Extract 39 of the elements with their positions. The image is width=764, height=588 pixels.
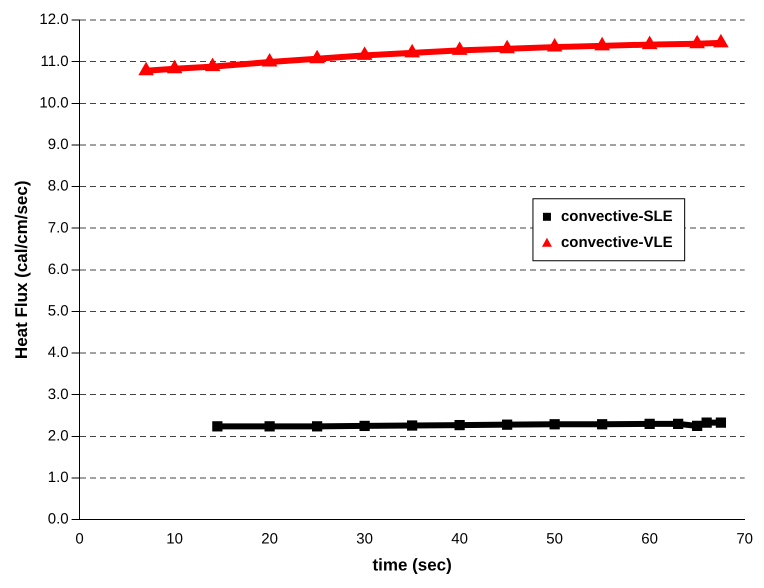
- y-tick-label: 9.0: [48, 136, 69, 154]
- point: [312, 421, 322, 432]
- point: [212, 421, 222, 432]
- y-tick-label: 3.0: [48, 386, 69, 403]
- legend-label: convective-VLE: [560, 234, 673, 251]
- y-tick-label: 5.0: [48, 302, 69, 320]
- x-tick-label: 40: [451, 530, 468, 548]
- y-tick-label: 1.0: [48, 469, 69, 486]
- y-tick-label: 4.0: [48, 344, 69, 362]
- y-tick-label: 12.0: [39, 11, 69, 28]
- point: [644, 418, 655, 429]
- y-tick-label: 7.0: [48, 219, 69, 236]
- point: [692, 420, 702, 432]
- x-axis-title: time (sec): [372, 555, 452, 574]
- x-tick-label: 60: [641, 530, 658, 548]
- point: [597, 419, 608, 430]
- y-tick-label: 8.0: [48, 178, 69, 195]
- x-tick-label: 70: [736, 530, 753, 548]
- point: [550, 419, 560, 430]
- x-tick-label: 30: [356, 530, 373, 548]
- point: [716, 417, 726, 428]
- point: [454, 420, 465, 430]
- point: [264, 421, 275, 432]
- point: [673, 418, 684, 429]
- point: [502, 420, 512, 430]
- x-tick-label: 10: [166, 530, 183, 548]
- point: [360, 420, 370, 432]
- y-axis-title: Heat Flux (cal/cm/sec): [12, 180, 31, 360]
- y-tick-label: 0.0: [48, 510, 69, 528]
- legend-label: convective-SLE: [560, 208, 673, 225]
- point: [407, 420, 418, 431]
- y-tick-label: 10.0: [39, 94, 69, 112]
- x-tick-label: 20: [261, 530, 278, 548]
- y-tick-label: 2.0: [48, 427, 69, 444]
- y-tick-label: 6.0: [48, 260, 69, 278]
- y-tick-label: 11.0: [40, 52, 69, 70]
- x-tick-label: 50: [546, 530, 563, 548]
- x-tick-label: 0: [75, 530, 84, 548]
- point: [702, 417, 712, 428]
